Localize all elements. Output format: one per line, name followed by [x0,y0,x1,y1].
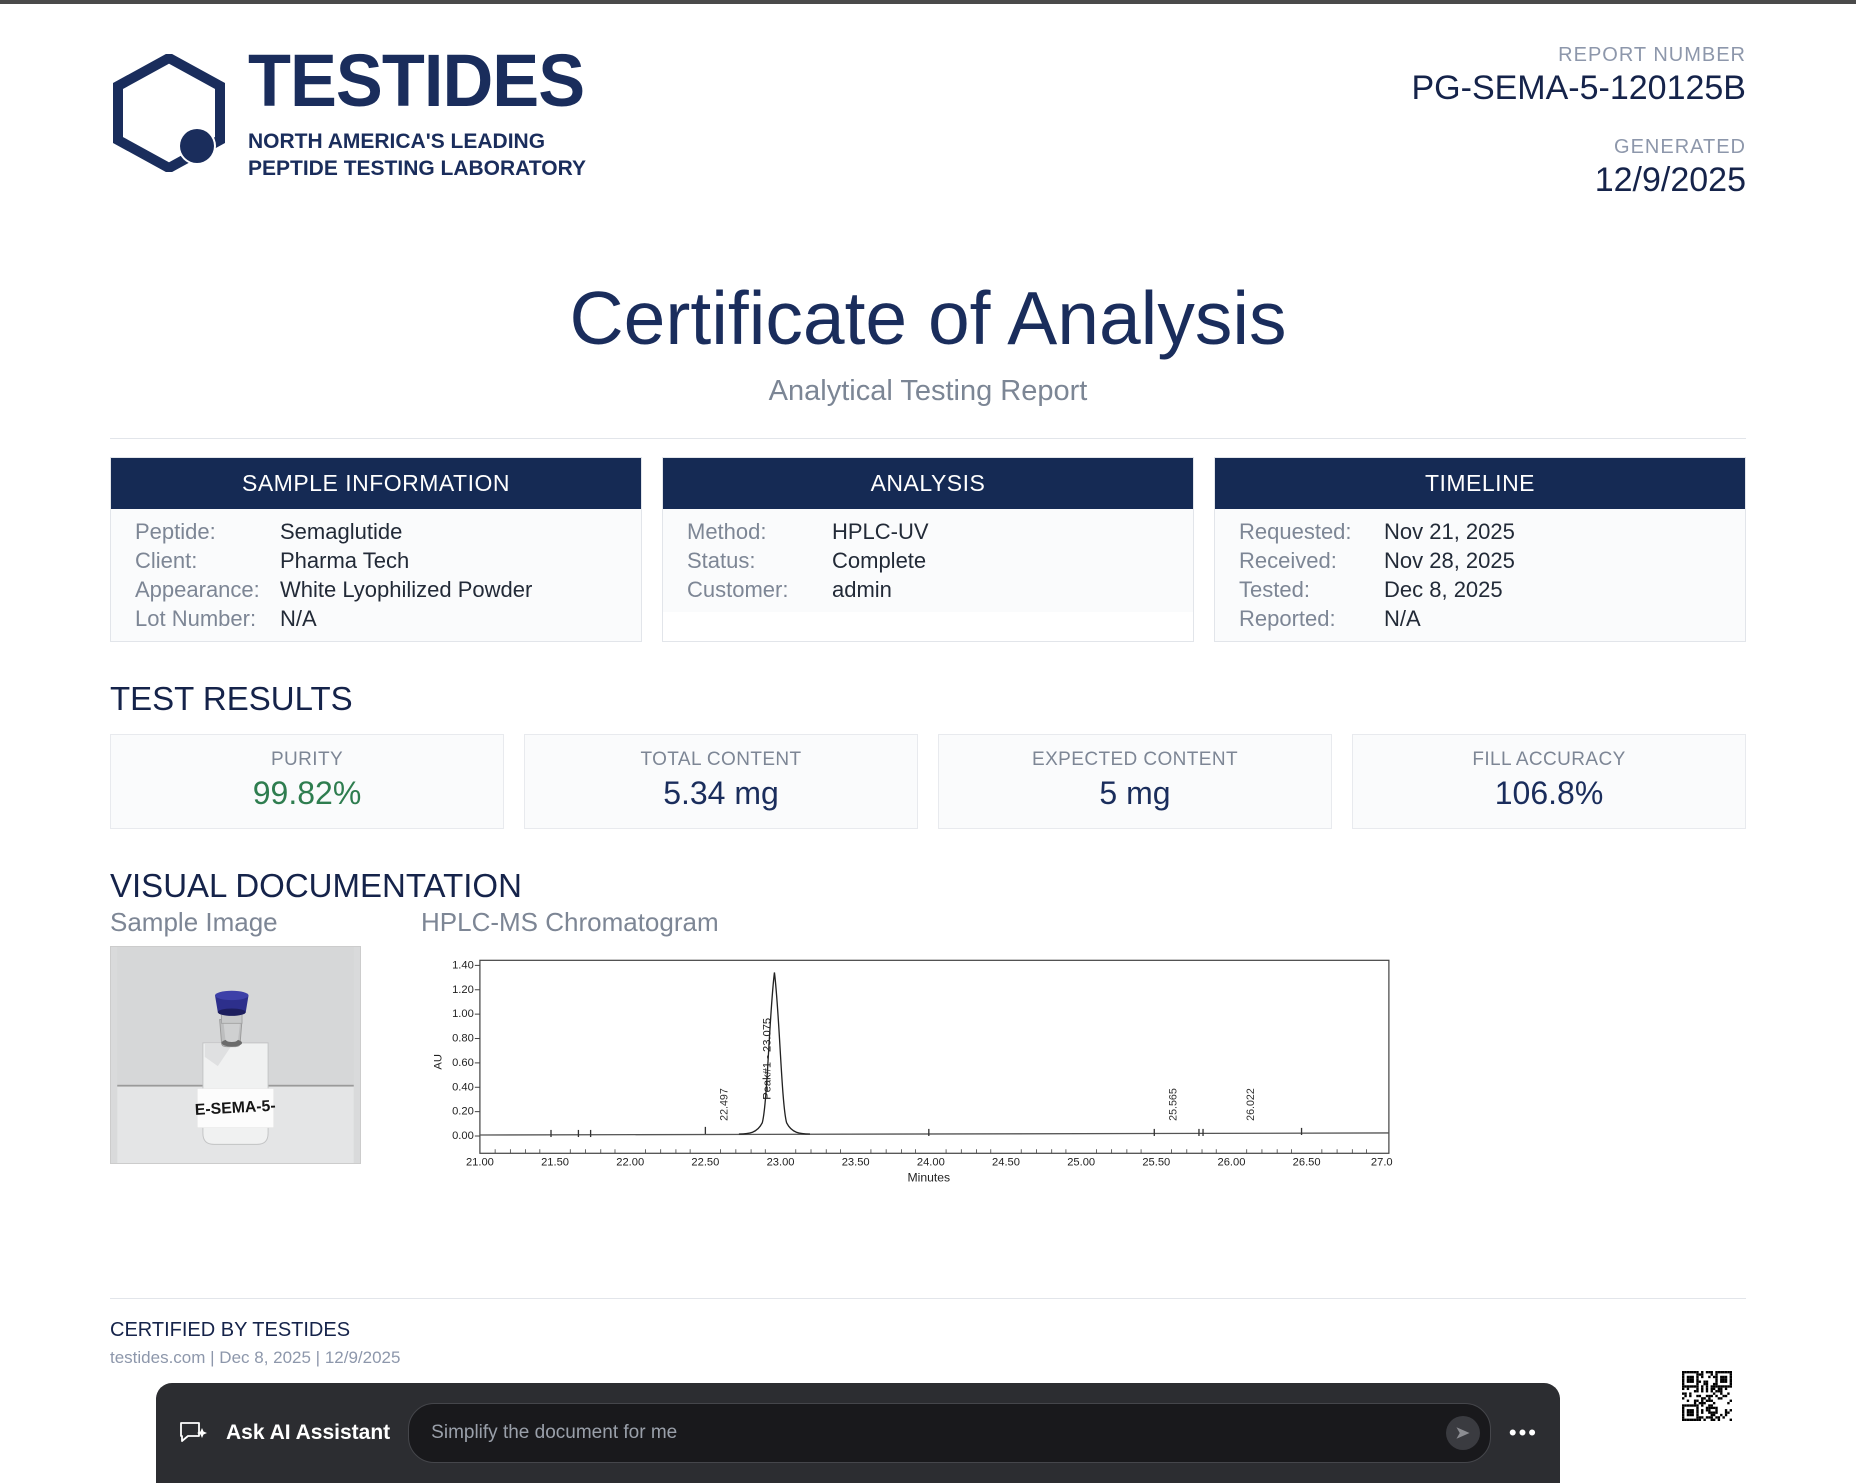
svg-text:26.022: 26.022 [1245,1088,1257,1121]
svg-text:22.497: 22.497 [719,1088,731,1121]
svg-text:22.00: 22.00 [616,1157,644,1169]
svg-text:0.20: 0.20 [452,1106,474,1118]
svg-text:1.00: 1.00 [452,1008,474,1020]
svg-text:21.00: 21.00 [466,1157,494,1169]
svg-text:0.40: 0.40 [452,1081,474,1093]
svg-text:26.50: 26.50 [1293,1157,1321,1169]
svg-text:Minutes: Minutes [908,1171,951,1185]
svg-text:21.50: 21.50 [541,1157,569,1169]
svg-text:1.20: 1.20 [452,984,474,996]
svg-text:27.0: 27.0 [1371,1157,1393,1169]
svg-text:26.00: 26.00 [1218,1157,1246,1169]
svg-text:1.40: 1.40 [452,960,474,972]
svg-text:AU: AU [432,1054,444,1070]
svg-text:0.60: 0.60 [452,1057,474,1069]
svg-text:Peak#1 - 23.075: Peak#1 - 23.075 [761,1018,773,1100]
svg-text:24.00: 24.00 [917,1157,945,1169]
svg-text:25.00: 25.00 [1067,1157,1095,1169]
svg-text:0.00: 0.00 [452,1130,474,1142]
svg-text:25.565: 25.565 [1168,1088,1180,1121]
svg-text:0.80: 0.80 [452,1033,474,1045]
svg-text:23.50: 23.50 [842,1157,870,1169]
svg-text:24.50: 24.50 [992,1157,1020,1169]
svg-text:22.50: 22.50 [691,1157,719,1169]
svg-text:23.00: 23.00 [767,1157,795,1169]
svg-text:25.50: 25.50 [1142,1157,1170,1169]
